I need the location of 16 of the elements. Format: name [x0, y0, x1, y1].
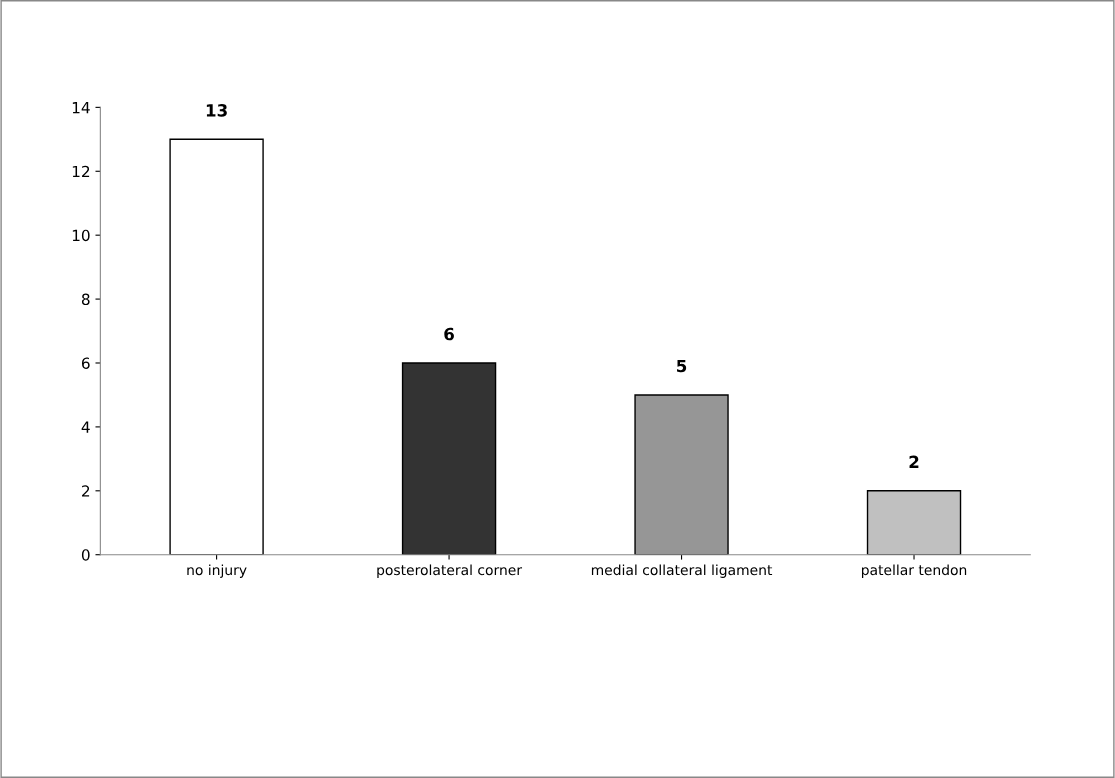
y-tick-label: 2 [82, 485, 90, 497]
y-tick-label: 14 [72, 102, 90, 114]
data-label: 13 [206, 104, 227, 117]
y-tick-label: 12 [72, 165, 90, 178]
x-tick-label: posterolateral corner [377, 564, 523, 578]
x-tick-label: no injury [187, 564, 247, 578]
x-tick-label: patellar tendon [861, 564, 967, 578]
y-tick-label: 10 [72, 229, 90, 242]
y-tick-label: 4 [81, 421, 90, 433]
x-tick-label: medial collateral ligament [591, 564, 773, 578]
y-tick-label: 0 [81, 549, 90, 561]
data-label: 2 [909, 455, 919, 468]
data-label: 5 [677, 359, 687, 373]
y-tick-label: 8 [81, 293, 90, 306]
y-tick-label: 6 [81, 357, 90, 370]
data-label: 6 [444, 327, 454, 341]
